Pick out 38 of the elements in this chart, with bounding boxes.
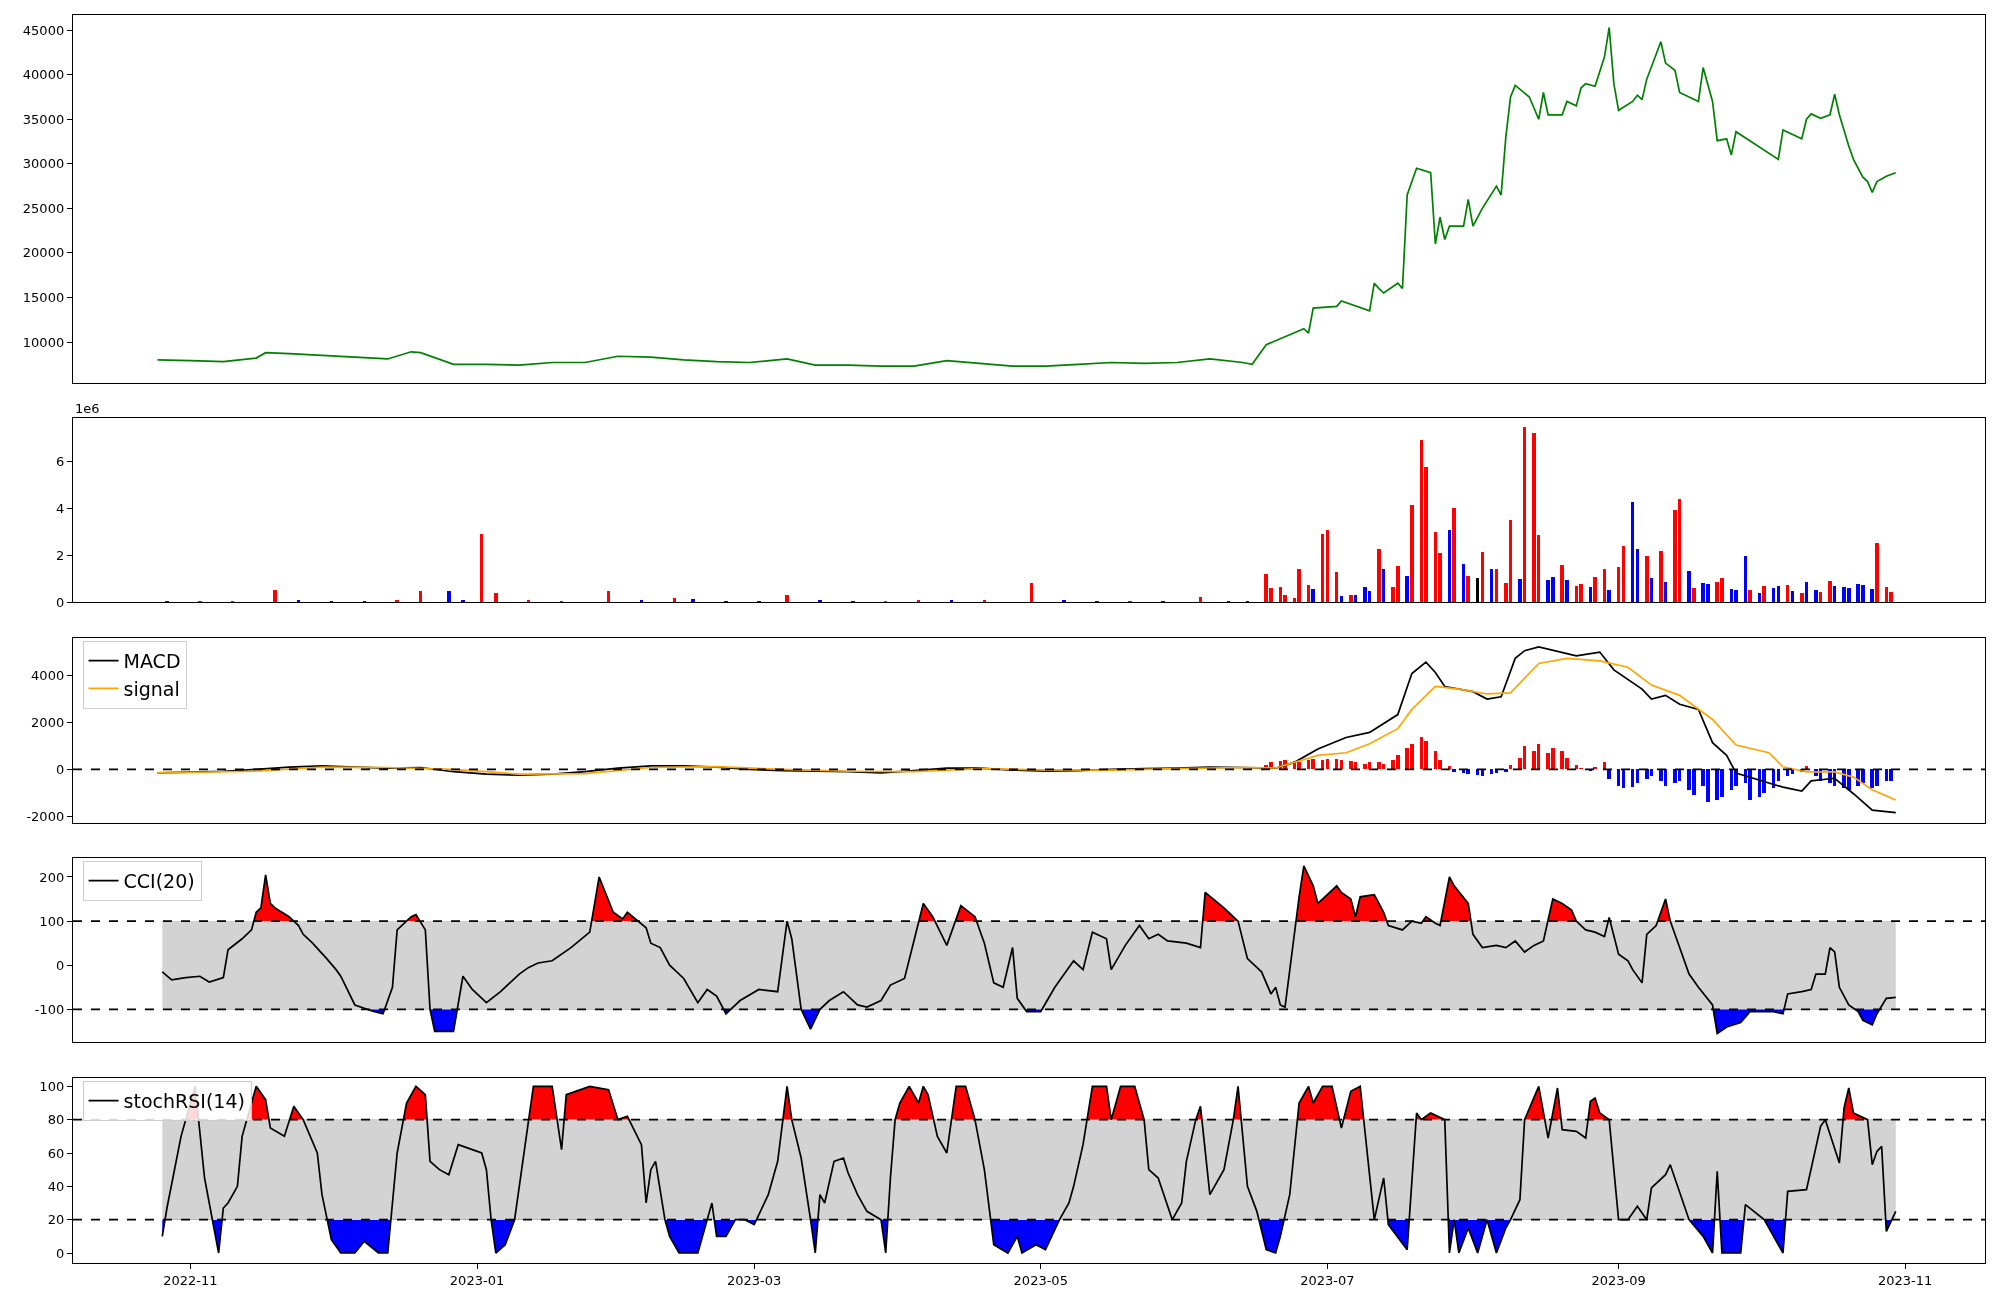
y-tick-label: 0 [55, 957, 65, 973]
y-tick-label: 0 [55, 761, 65, 777]
y-tick-label: 15000 [22, 290, 65, 306]
text: 1e6 [75, 401, 100, 416]
y-tick-label: 20 [47, 1212, 65, 1228]
x-tick-label: 2023-09 [1591, 1272, 1646, 1288]
y-tick-label: 60 [47, 1145, 65, 1161]
x-tick-label: 2022-11 [163, 1272, 218, 1288]
x-tick-label: 2023-03 [727, 1272, 782, 1288]
y-tick-label: 25000 [22, 200, 65, 216]
y-tick-label: 4000 [31, 668, 65, 684]
y-tick-label: 4 [55, 500, 65, 516]
y-tick-label: 100 [39, 913, 65, 929]
y-tick-label: 10000 [22, 334, 65, 350]
y-tick-label: 2000 [31, 715, 65, 731]
x-tick-label: 2023-01 [449, 1272, 505, 1288]
legend-label: stochRSI(14) [123, 1090, 245, 1113]
y-tick-label: -2000 [26, 808, 65, 824]
y-tick-label: 20000 [22, 245, 65, 261]
legend-label: CCI(20) [123, 870, 195, 893]
y-tick-label: 0 [55, 1245, 65, 1261]
y-tick-label: 30000 [22, 156, 65, 172]
y-tick-label: -100 [34, 1001, 65, 1017]
x-tick-label: 2023-07 [1300, 1272, 1355, 1288]
y-tick-label: 45000 [22, 22, 65, 38]
y-tick-label: 6 [55, 453, 65, 469]
y-tick-label: 200 [39, 869, 65, 885]
legend-label: signal [123, 677, 180, 700]
y-tick-label: 0 [55, 594, 65, 610]
y-tick-label: 35000 [22, 111, 65, 127]
x-tick-label: 2023-05 [1013, 1272, 1068, 1288]
legend-label: MACD [123, 650, 181, 673]
y-tick-label: 80 [47, 1112, 65, 1128]
x-tick-label: 2023-11 [1877, 1272, 1933, 1288]
y-tick-label: 40000 [22, 67, 65, 83]
y-tick-label: 40 [47, 1178, 65, 1194]
y-tick-label: 2 [55, 547, 65, 563]
y-tick-label: 100 [39, 1078, 65, 1094]
